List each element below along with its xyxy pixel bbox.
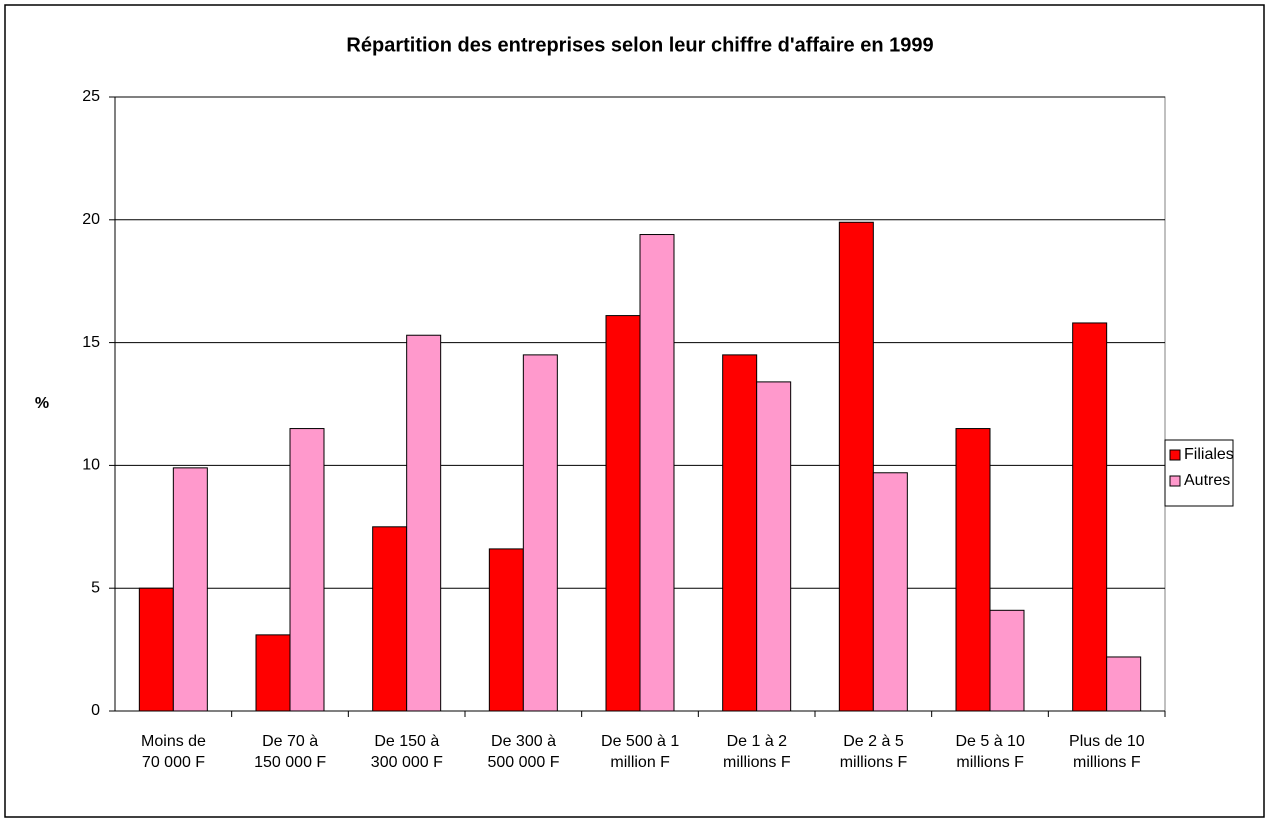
bar: [955, 428, 991, 712]
y-tick-label: 0: [91, 702, 100, 719]
chart-title: Répartition des entreprises selon leur c…: [346, 34, 933, 56]
x-tick-label: De 1 à 2 millions F: [723, 733, 791, 771]
y-tick-label: 15: [82, 334, 100, 351]
bar: [605, 315, 641, 712]
legend-label: Autres: [1184, 472, 1230, 489]
x-tick-label: De 150 à 300 000 F: [370, 733, 443, 771]
x-tick-label: De 500 à 1 million F: [601, 733, 680, 771]
bar: [756, 381, 792, 712]
y-axis-label: %: [35, 395, 49, 412]
bar: [138, 587, 174, 712]
y-tick-label: 5: [91, 579, 100, 596]
bar: [838, 221, 874, 712]
bar: [872, 472, 908, 712]
bar: [289, 428, 325, 712]
bar: [522, 354, 558, 712]
bar: [255, 634, 291, 712]
bar: [722, 354, 758, 712]
x-tick-label: De 300 à 500 000 F: [487, 733, 560, 771]
bar: [406, 334, 442, 712]
x-tick-label: De 5 à 10 millions F: [955, 733, 1025, 771]
y-tick-label: 20: [82, 211, 100, 228]
x-tick-label: Plus de 10 millions F: [1069, 733, 1145, 771]
y-tick-label: 10: [82, 457, 100, 474]
legend-label: Filiales: [1184, 446, 1234, 463]
bar: [488, 548, 524, 712]
x-tick-label: De 70 à 150 000 F: [254, 733, 327, 771]
x-tick-label: Moins de 70 000 F: [141, 733, 206, 771]
bar: [639, 234, 675, 712]
y-tick-label: 25: [82, 88, 100, 105]
bar: [172, 467, 208, 712]
bar: [1106, 656, 1142, 712]
x-tick-label: De 2 à 5 millions F: [839, 733, 908, 771]
bar: [372, 526, 408, 712]
bar: [989, 609, 1025, 712]
bar: [1072, 322, 1108, 712]
legend-swatch: [1169, 475, 1181, 487]
legend-swatch: [1169, 449, 1181, 461]
